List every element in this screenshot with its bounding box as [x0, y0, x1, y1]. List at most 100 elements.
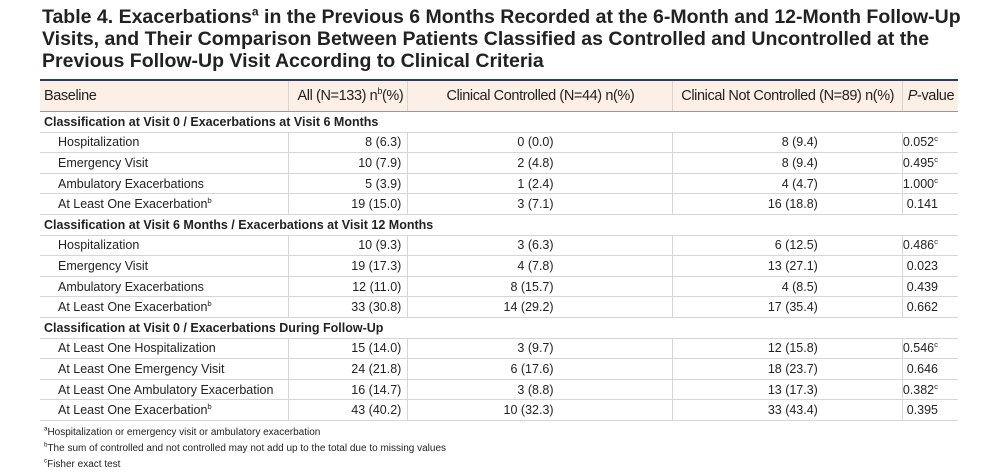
- cell: 3 (6.3): [407, 235, 673, 257]
- p-value: 0.495: [902, 155, 935, 170]
- cell: 5 (3.9): [288, 173, 408, 195]
- p-sup: c: [934, 381, 938, 391]
- row-label: At Least One Exacerbationb: [40, 399, 289, 421]
- data-row: At Least One Exacerbationb 19 (15.0) 3 (7.…: [40, 193, 958, 215]
- p-sup: c: [934, 175, 938, 185]
- p-value: 0.023: [906, 258, 938, 273]
- section-heading: Classification at Visit 0 / Exacerbation…: [40, 317, 958, 339]
- section-heading: Classification at Visit 0 / Exacerbation…: [40, 111, 958, 133]
- data-row: At Least One Exacerbationb 33 (30.8) 14 (2…: [40, 296, 958, 318]
- row-label: Emergency Visit: [40, 255, 289, 277]
- table-body: Classification at Visit 0 / Exacerbation…: [40, 111, 958, 421]
- section-row: Classification at Visit 0 / Exacerbation…: [40, 111, 958, 133]
- p-cell: 0.023: [901, 255, 958, 277]
- label-text: At Least One Exacerbation: [58, 300, 208, 315]
- data-row: At Least One Hospitalization 15 (14.0) 3 (…: [40, 338, 958, 360]
- data-row: Ambulatory Exacerbations 12 (11.0) 8 (15.7…: [40, 276, 958, 298]
- cell: 0 (0.0): [407, 132, 673, 154]
- label-text: Ambulatory Exacerbations: [58, 176, 204, 191]
- footnote: cFisher exact test: [44, 457, 446, 473]
- label-text: Emergency Visit: [58, 155, 149, 170]
- data-row: Hospitalization 8 (6.3) 0 (0.0) 8 (9.4) 0.05…: [40, 132, 958, 154]
- footnote: aHospitalization or emergency visit or a…: [44, 425, 446, 441]
- row-label: At Least One Ambulatory Exacerbation: [40, 379, 289, 401]
- cell: 13 (17.3): [671, 379, 903, 401]
- p-sup: c: [934, 340, 938, 350]
- header-text: (%): [381, 88, 404, 104]
- header-cell: P-value: [901, 79, 958, 112]
- p-cell: 0.439: [901, 276, 958, 298]
- p-cell: 0.052c: [901, 132, 958, 154]
- data-row: Ambulatory Exacerbations 5 (3.9) 1 (2.4) 4 …: [40, 173, 958, 195]
- row-label: Ambulatory Exacerbations: [40, 276, 289, 298]
- footnote-text: Hospitalization or emergency visit or am…: [47, 427, 321, 438]
- label-text: At Least One Exacerbation: [58, 197, 208, 212]
- header-cell: Clinical Controlled (N=44) n(%): [407, 79, 673, 112]
- p-cell: 0.646: [901, 358, 958, 380]
- row-label: At Least One Exacerbationb: [40, 193, 289, 215]
- table-title: Table 4. Exacerbationsa in the Previous …: [42, 4, 992, 72]
- cell: 2 (4.8): [407, 152, 673, 174]
- footnote: bThe sum of controlled and not controlle…: [44, 441, 446, 457]
- cell: 10 (9.3): [288, 235, 408, 257]
- cell: 33 (43.4): [671, 399, 903, 421]
- p-sup: c: [934, 237, 938, 247]
- footnote-mark: c: [44, 457, 48, 465]
- label-text: Emergency Visit: [58, 258, 149, 273]
- p-value: 0.141: [906, 197, 938, 212]
- p-cell: 0.495c: [901, 152, 958, 174]
- header-sup: b: [377, 86, 382, 97]
- cell: 6 (17.6): [407, 358, 673, 380]
- p-cell: 0.141: [901, 193, 958, 215]
- cell: 16 (18.8): [671, 193, 903, 215]
- cell: 1 (2.4): [407, 173, 673, 195]
- data-row: Emergency Visit 10 (7.9) 2 (4.8) 8 (9.4) 0.4…: [40, 152, 958, 174]
- cell: 3 (8.8): [407, 379, 673, 401]
- p-value: 0.646: [906, 361, 938, 376]
- cell: 18 (23.7): [671, 358, 903, 380]
- label-text: At Least One Hospitalization: [58, 341, 216, 356]
- label-text: At Least One Emergency Visit: [58, 361, 225, 376]
- cell: 3 (9.7): [407, 338, 673, 360]
- header-cell: All (N=133) nb(%): [288, 79, 408, 112]
- row-label: Ambulatory Exacerbations: [40, 173, 289, 195]
- data-row: At Least One Ambulatory Exacerbation 16 (…: [40, 379, 958, 401]
- label-text: Hospitalization: [58, 135, 140, 150]
- row-label: At Least One Hospitalization: [40, 338, 289, 360]
- label-text: At Least One Ambulatory Exacerbation: [58, 382, 274, 397]
- cell: 3 (7.1): [407, 193, 673, 215]
- p-value: 0.439: [906, 279, 938, 294]
- cell: 8 (6.3): [288, 132, 408, 154]
- cell: 33 (30.8): [288, 296, 408, 318]
- row-label: At Least One Exacerbationb: [40, 296, 289, 318]
- cell: 6 (12.5): [671, 235, 903, 257]
- section-row: Classification at Visit 0 / Exacerbation…: [40, 317, 958, 339]
- footnote-mark: b: [44, 441, 48, 449]
- p-cell: 1.000c: [901, 173, 958, 195]
- title-sup: a: [251, 4, 259, 19]
- data-row: Emergency Visit 19 (17.3) 4 (7.8) 13 (27.1)…: [40, 255, 958, 277]
- p-value: 1.000: [902, 176, 935, 191]
- p-cell: 0.382c: [901, 379, 958, 401]
- footnote-text: Fisher exact test: [47, 459, 121, 470]
- header-text: -value: [917, 88, 955, 104]
- p-cell: 0.546c: [901, 338, 958, 360]
- cell: 17 (35.4): [671, 296, 903, 318]
- cell: 8 (9.4): [671, 132, 903, 154]
- header-text: All (N=133) n: [297, 88, 378, 104]
- p-cell: 0.486c: [901, 235, 958, 257]
- cell: 10 (7.9): [288, 152, 408, 174]
- p-cell: 0.395: [901, 399, 958, 421]
- p-value: 0.395: [906, 403, 938, 418]
- cell: 12 (11.0): [288, 276, 408, 298]
- p-value: 0.662: [906, 300, 938, 315]
- cell: 43 (40.2): [288, 399, 408, 421]
- data-row: At Least One Emergency Visit 24 (21.8) 6 (…: [40, 358, 958, 380]
- row-label: Emergency Visit: [40, 152, 289, 174]
- cell: 14 (29.2): [407, 296, 673, 318]
- label-sup: b: [207, 298, 212, 308]
- section-heading: Classification at Visit 6 Months / Exace…: [40, 214, 958, 236]
- cell: 19 (15.0): [288, 193, 408, 215]
- header-cell: Clinical Not Controlled (N=89) n(%): [671, 79, 903, 112]
